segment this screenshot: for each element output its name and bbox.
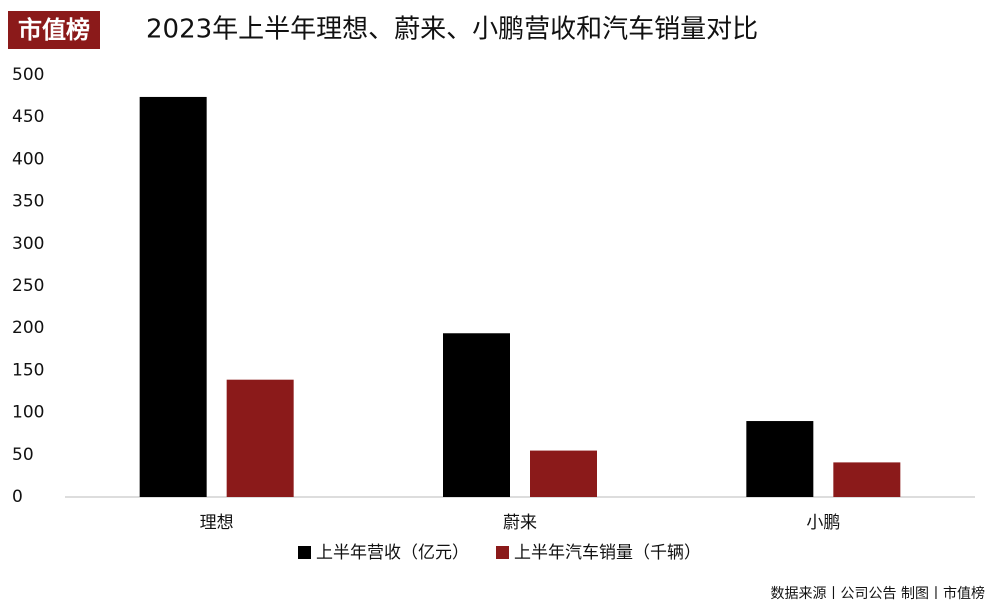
logo-box (8, 11, 100, 49)
y-tick-label: 250 (12, 276, 44, 296)
legend-swatch (298, 546, 311, 559)
y-tick-label: 300 (12, 234, 44, 254)
bar (226, 379, 294, 497)
y-tick-label: 450 (12, 107, 44, 127)
bar (746, 421, 814, 497)
y-tick-label: 500 (12, 65, 44, 85)
chart-title: 2023年上半年理想、蔚来、小鹏营收和汽车销量对比 (146, 15, 758, 45)
y-tick-label: 350 (12, 192, 44, 212)
y-tick-label: 50 (12, 445, 34, 465)
legend-label: 上半年营收（亿元） (316, 543, 469, 563)
x-tick-label: 小鹏 (806, 513, 840, 533)
bar (443, 333, 510, 497)
bar (530, 450, 597, 497)
y-tick-label: 400 (12, 149, 44, 169)
y-tick-label: 150 (12, 360, 44, 380)
logo: 市值榜 (18, 16, 90, 44)
bar (139, 96, 207, 497)
y-tick-label: 0 (12, 487, 23, 507)
legend-swatch (496, 546, 509, 559)
source: 数据来源丨公司公告 制图丨市值榜 (771, 585, 985, 602)
x-tick-label: 蔚来 (503, 513, 537, 533)
legend-label: 上半年汽车销量（千辆） (514, 543, 701, 563)
bar (833, 462, 901, 497)
y-tick-label: 100 (12, 403, 44, 423)
x-tick-label: 理想 (200, 513, 234, 533)
y-tick-label: 200 (12, 318, 44, 338)
